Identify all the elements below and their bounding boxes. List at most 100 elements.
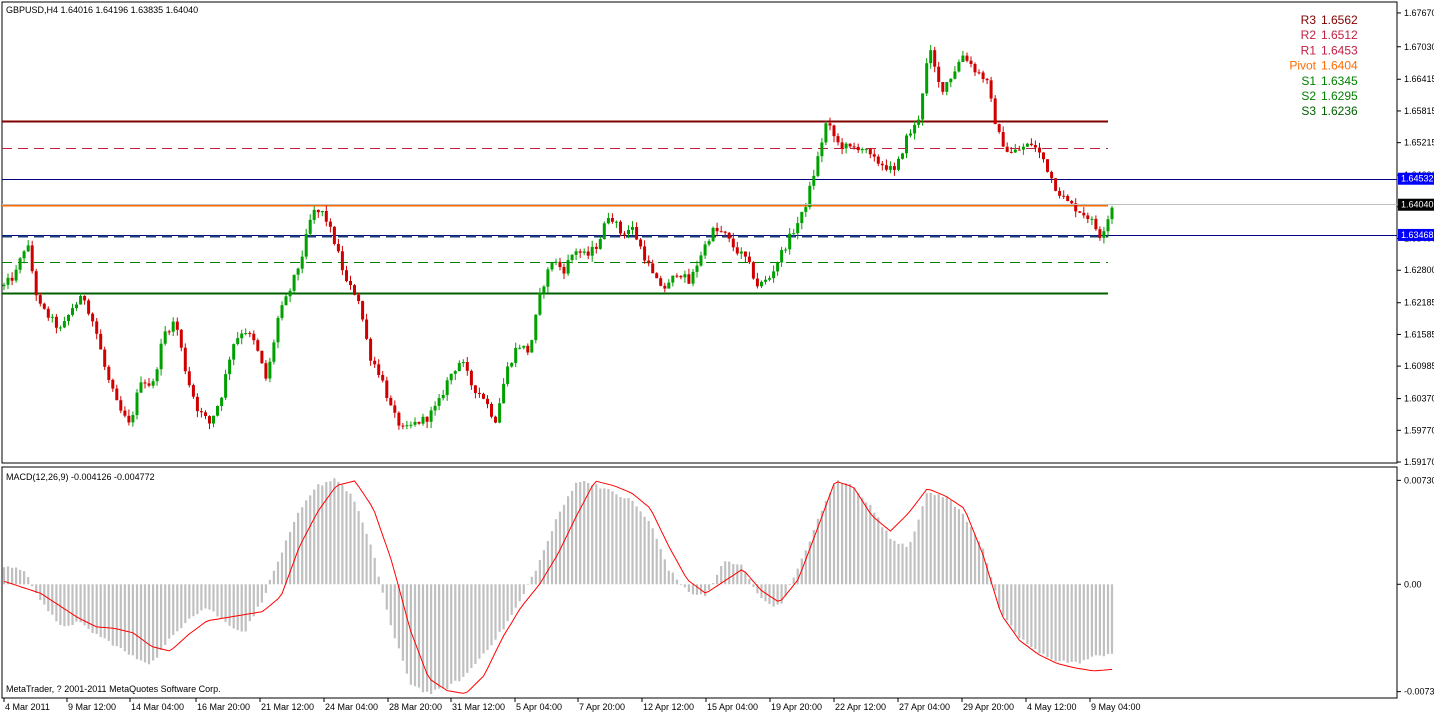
candle: [228, 356, 232, 380]
svg-text:S1: S1: [1301, 74, 1316, 88]
candle: [292, 274, 296, 294]
candle: [316, 209, 320, 218]
candle: [534, 314, 538, 344]
price-tick-label: 1.62800: [1404, 265, 1434, 275]
candle: [639, 237, 643, 250]
candle: [522, 345, 526, 350]
price-tick-label: 1.59770: [1404, 425, 1434, 435]
candle: [518, 344, 522, 350]
candle: [804, 203, 808, 217]
candle: [526, 343, 530, 356]
svg-text:S2: S2: [1301, 89, 1316, 103]
candle: [538, 287, 542, 316]
candle: [195, 393, 199, 418]
candle: [187, 366, 191, 388]
copyright-text: MetaTrader, ? 2001-2011 MetaQuotes Softw…: [6, 684, 221, 694]
svg-text:1.64040: 1.64040: [1401, 200, 1434, 210]
price-tick-label: 1.60985: [1404, 361, 1434, 371]
candle: [1013, 143, 1017, 153]
candle: [925, 58, 929, 97]
candle: [38, 292, 42, 307]
pivot-legend-item: S2 1.6295: [1301, 89, 1358, 103]
candle: [1098, 226, 1102, 241]
pivot-legend: R3 1.6562 R2 1.6512 R1 1.6453 Pivot 1.6404 S1 1.6…: [1289, 13, 1358, 118]
candle: [909, 129, 912, 138]
candle: [445, 377, 449, 401]
candle: [107, 364, 111, 383]
candle: [1102, 226, 1106, 244]
candle: [83, 295, 87, 305]
candle: [14, 265, 18, 283]
candle: [1021, 143, 1025, 155]
candle: [828, 117, 832, 131]
candle: [58, 325, 62, 332]
candle: [506, 362, 510, 387]
candle: [393, 400, 397, 418]
price-tick-label: 1.65215: [1404, 138, 1434, 148]
svg-text:1.63468: 1.63468: [1401, 230, 1434, 240]
candle: [1046, 159, 1049, 173]
candle: [514, 342, 518, 368]
time-tick-label: 5 Apr 04:00: [516, 702, 562, 712]
candle: [208, 415, 211, 430]
price-pane[interactable]: [1, 1, 1398, 464]
candle: [272, 339, 276, 365]
candle: [631, 221, 634, 235]
svg-text:1.6562: 1.6562: [1321, 13, 1358, 27]
time-tick-label: 29 Apr 20:00: [963, 702, 1014, 712]
candle: [993, 95, 997, 125]
candle: [715, 222, 719, 237]
candle: [260, 350, 264, 364]
candle: [115, 384, 119, 401]
candle: [276, 315, 280, 349]
candle: [155, 367, 159, 386]
time-tick-label: 15 Apr 04:00: [707, 702, 758, 712]
candle: [586, 246, 590, 260]
time-tick-label: 9 May 04:00: [1091, 702, 1141, 712]
candle: [453, 370, 457, 381]
candle: [1066, 194, 1070, 202]
candle: [103, 346, 107, 370]
price-tick-label: 1.67030: [1404, 42, 1434, 52]
candle: [570, 254, 574, 264]
svg-text:1.6404: 1.6404: [1321, 59, 1358, 73]
candle: [308, 214, 312, 236]
candle: [248, 331, 252, 338]
candle: [623, 231, 626, 239]
candle: [409, 421, 413, 429]
candle: [26, 240, 30, 252]
candle: [95, 318, 99, 340]
candle: [75, 302, 78, 311]
candle: [719, 225, 723, 233]
price-level-lines: [2, 120, 1397, 295]
candle: [659, 275, 663, 287]
candle: [385, 376, 389, 402]
candle: [800, 211, 804, 230]
time-axis: 4 Mar 2011 9 Mar 12:00 14 Mar 04:00 16 Mar …: [3, 698, 1141, 712]
candle: [776, 261, 780, 276]
candle: [139, 376, 143, 394]
candle: [977, 69, 981, 75]
candle: [558, 257, 562, 271]
macd-axis: 0.007300 0.00 -0.007325: [1397, 475, 1434, 697]
svg-text:1.64532: 1.64532: [1401, 174, 1434, 184]
time-tick-label: 21 Mar 12:00: [261, 702, 314, 712]
macd-pane[interactable]: [1, 466, 1398, 699]
candle: [1110, 205, 1114, 224]
candle: [461, 359, 465, 368]
candle: [167, 329, 171, 336]
candle: [768, 275, 771, 282]
candle: [163, 326, 167, 346]
candle: [679, 275, 683, 280]
candle: [477, 387, 481, 398]
candle: [969, 56, 973, 68]
candle: [848, 143, 852, 149]
candle: [397, 411, 401, 430]
macd-tick-label: 0.00: [1404, 579, 1422, 589]
candle: [240, 329, 244, 345]
price-tags: 1.64532 1.64040 1.63468: [1398, 172, 1434, 241]
candle: [872, 149, 876, 162]
candle: [965, 52, 969, 63]
candle: [22, 250, 26, 264]
